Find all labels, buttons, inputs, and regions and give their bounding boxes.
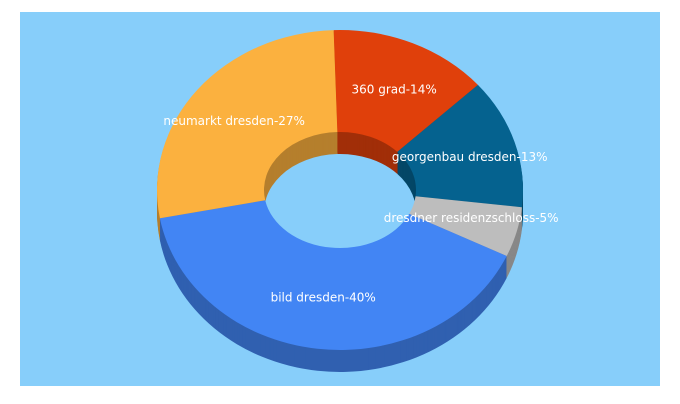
slice [333, 30, 478, 152]
data-label: neumarkt dresden-27% [163, 114, 305, 128]
slice [157, 30, 338, 219]
data-label: bild dresden-40% [271, 291, 376, 305]
data-label: dresdner residenzschloss-5% [384, 211, 559, 225]
slice [159, 200, 507, 350]
slice [397, 84, 523, 208]
data-label: georgenbau dresden-13% [392, 150, 548, 164]
slice [409, 196, 522, 257]
data-label: 360 grad-14% [351, 83, 436, 97]
